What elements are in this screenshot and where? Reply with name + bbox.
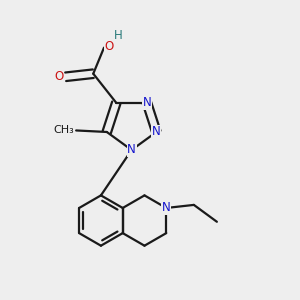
Text: N: N	[162, 202, 171, 214]
Text: H: H	[113, 29, 122, 43]
Text: CH₃: CH₃	[54, 125, 75, 136]
Text: O: O	[54, 70, 64, 83]
Text: N: N	[127, 143, 136, 157]
Text: O: O	[105, 40, 114, 53]
Text: N: N	[152, 125, 161, 139]
Text: N: N	[142, 96, 151, 109]
